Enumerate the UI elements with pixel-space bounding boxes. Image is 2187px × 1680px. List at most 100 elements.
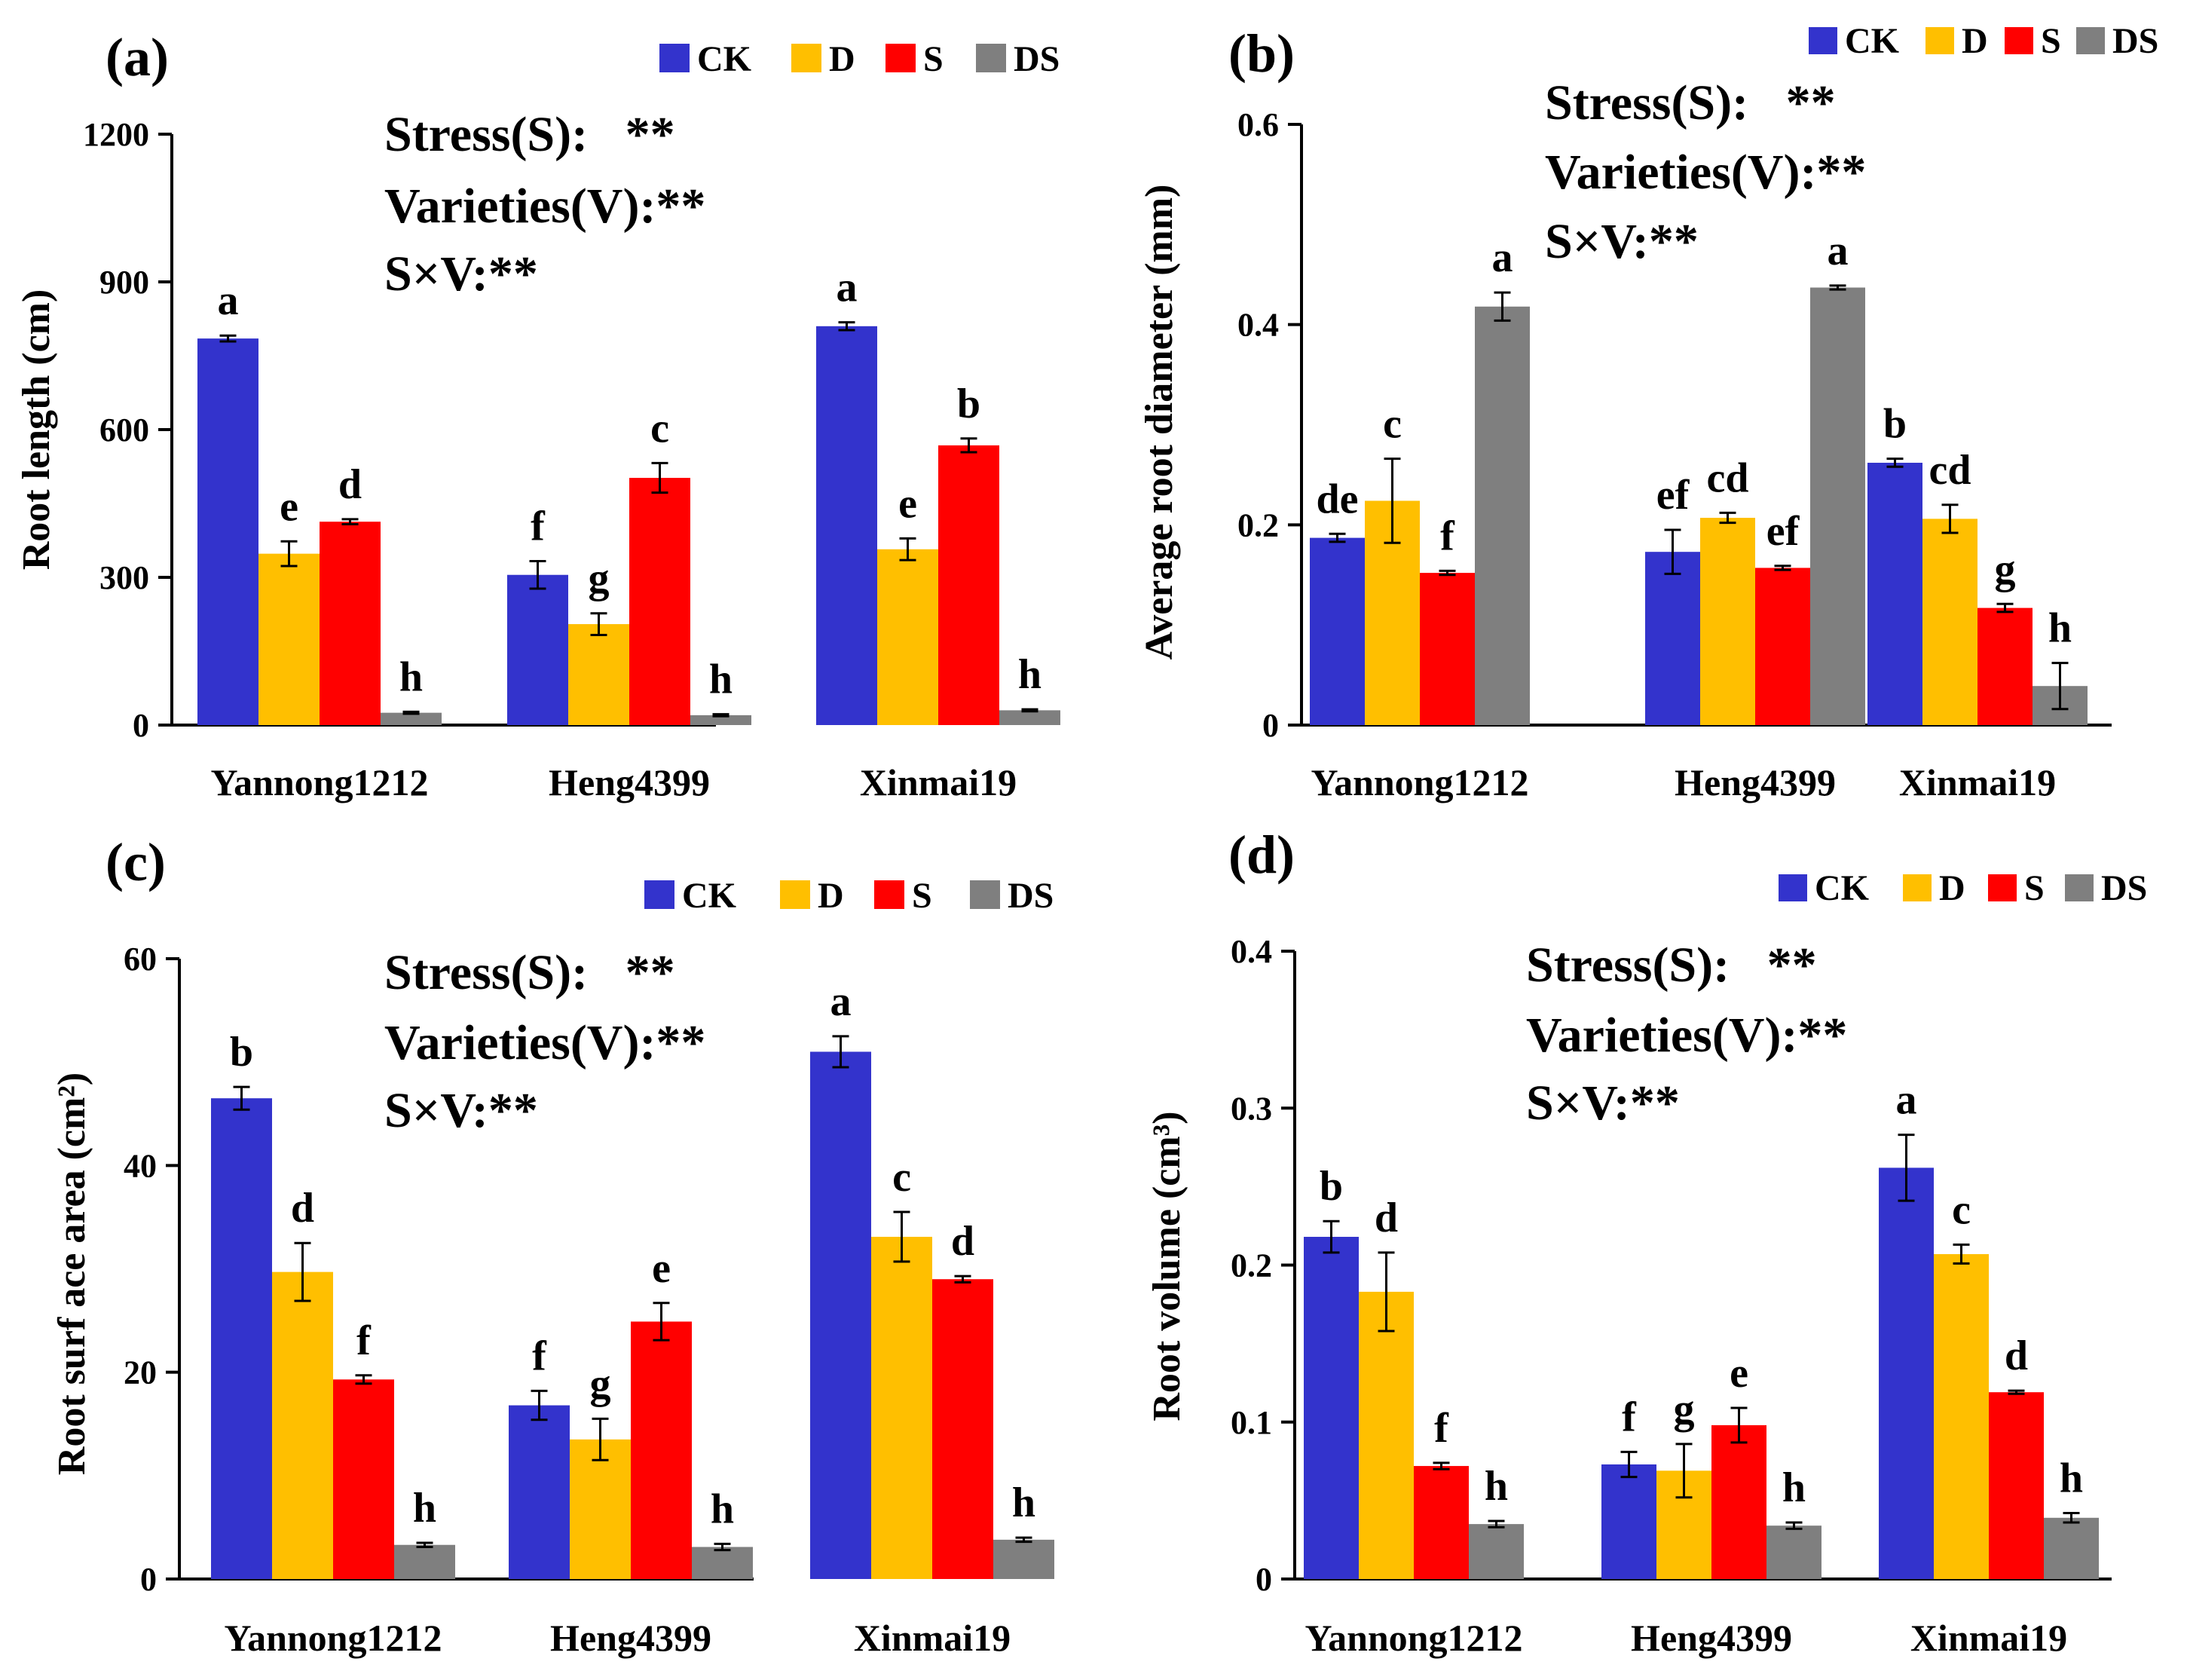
significance-letter: f <box>532 1333 547 1379</box>
bar-d-yannong1212 <box>258 553 320 725</box>
significance-letter: a <box>1492 234 1513 281</box>
legend-swatch-s <box>886 44 916 72</box>
y-tick-label: 0.4 <box>1231 933 1272 970</box>
significance-letter: f <box>1440 513 1455 559</box>
significance-letter: e <box>1730 1350 1748 1397</box>
stats-annotation: S×V:** <box>384 246 538 301</box>
significance-letter: b <box>230 1029 253 1076</box>
significance-letter: c <box>892 1154 911 1201</box>
stats-annotation: S×V:** <box>1545 214 1699 269</box>
bar-ck-xinmai19 <box>816 326 877 725</box>
significance-letter: ef <box>1656 472 1690 519</box>
significance-letter: f <box>1434 1405 1449 1452</box>
legend-label-d: D <box>829 39 855 79</box>
x-category-label: Heng4399 <box>1675 761 1836 803</box>
x-category-label: Xinmai19 <box>1899 761 2056 803</box>
y-tick-label: 1200 <box>83 116 149 153</box>
bar-ck-heng4399 <box>1645 552 1700 725</box>
x-category-label: Heng4399 <box>549 761 710 803</box>
legend-label-s: S <box>2024 868 2045 908</box>
x-category-label: Heng4399 <box>1631 1617 1792 1659</box>
y-tick-label: 0 <box>140 1561 157 1598</box>
legend-label-d: D <box>818 876 844 916</box>
significance-letter: f <box>1622 1394 1637 1440</box>
bar-ck-xinmai19 <box>810 1051 871 1579</box>
legend-label-ds: DS <box>1014 39 1060 79</box>
legend-label-ds: DS <box>2101 868 2147 908</box>
bar-s-yannong1212 <box>1420 573 1475 725</box>
chart-panel-2: (c) 0 20 40 60 Root surf ace area (cm²) b d f h Ya… <box>50 832 1054 1659</box>
bar-ck-yannong1212 <box>1304 1237 1359 1579</box>
bar-d-xinmai19 <box>1922 519 1977 725</box>
x-category-label: Yannong1212 <box>211 761 429 803</box>
stats-annotation: Varieties(V):** <box>384 1015 705 1070</box>
y-tick-label: 0.2 <box>1237 506 1279 543</box>
stats-annotation: Stress(S): ** <box>384 945 675 1000</box>
significance-letter: g <box>590 1360 611 1407</box>
significance-letter: e <box>280 483 298 530</box>
significance-letter: f <box>356 1317 372 1364</box>
stats-annotation: Stress(S): ** <box>1545 75 1836 130</box>
y-tick-label: 60 <box>124 941 157 978</box>
significance-letter: h <box>2048 605 2072 652</box>
bar-s-heng4399 <box>631 1321 692 1579</box>
significance-letter: b <box>1320 1163 1343 1210</box>
significance-letter: h <box>399 653 423 700</box>
bar-s-yannong1212 <box>320 522 381 725</box>
y-tick-label: 600 <box>99 412 149 448</box>
bar-ck-yannong1212 <box>1310 537 1365 725</box>
significance-letter: h <box>2060 1455 2083 1502</box>
bar-d-yannong1212 <box>1359 1291 1414 1579</box>
legend-label-s: S <box>923 39 944 79</box>
significance-letter: a <box>1828 228 1849 274</box>
significance-letter: f <box>531 503 546 549</box>
bar-ds-yannong1212 <box>1469 1524 1524 1579</box>
legend-swatch-ds <box>976 44 1006 72</box>
bar-d-xinmai19 <box>871 1236 932 1579</box>
bar-d-heng4399 <box>1700 518 1755 725</box>
x-category-label: Yannong1212 <box>1305 1617 1523 1659</box>
x-category-label: Heng4399 <box>550 1617 711 1659</box>
y-tick-label: 0 <box>133 707 149 744</box>
y-tick-label: 0.6 <box>1237 106 1279 143</box>
significance-letter: a <box>1896 1077 1917 1124</box>
significance-letter: d <box>338 461 362 508</box>
legend-swatch-ck <box>644 880 674 909</box>
chart-panel-1: (b) 0 0.2 0.4 0.6 Average root diameter (mm) d… <box>1138 21 2158 803</box>
bar-ck-xinmai19 <box>1879 1167 1934 1579</box>
significance-letter: g <box>589 555 610 602</box>
x-category-label: Yannong1212 <box>1311 761 1529 803</box>
y-tick-label: 40 <box>124 1147 157 1184</box>
significance-letter: ef <box>1766 508 1800 555</box>
bar-d-yannong1212 <box>272 1271 333 1579</box>
bar-ds-yannong1212 <box>381 712 442 725</box>
significance-letter: d <box>291 1185 314 1232</box>
stats-annotation: Stress(S): ** <box>1526 938 1817 993</box>
y-tick-label: 20 <box>124 1354 157 1391</box>
y-tick-label: 0 <box>1256 1561 1272 1598</box>
significance-letter: h <box>709 656 733 703</box>
significance-letter: h <box>1485 1463 1508 1510</box>
bar-d-xinmai19 <box>1934 1253 1989 1579</box>
bar-s-xinmai19 <box>938 445 999 725</box>
bar-d-xinmai19 <box>877 549 938 725</box>
y-tick-label: 0.2 <box>1231 1247 1272 1284</box>
significance-letter: de <box>1317 476 1359 522</box>
significance-letter: h <box>1018 651 1042 698</box>
legend-label-d: D <box>1939 868 1965 908</box>
bar-ds-heng4399 <box>692 1547 753 1579</box>
bar-ds-heng4399 <box>690 715 751 725</box>
significance-letter: c <box>650 405 669 451</box>
legend-swatch-s <box>874 880 904 909</box>
bar-ck-yannong1212 <box>211 1098 272 1579</box>
significance-letter: g <box>1674 1386 1695 1433</box>
bar-ds-heng4399 <box>1810 287 1865 726</box>
significance-letter: e <box>652 1245 671 1292</box>
legend-label-ds: DS <box>1008 876 1054 916</box>
significance-letter: d <box>2005 1333 2028 1379</box>
panel-label: (a) <box>106 27 169 87</box>
x-category-label: Xinmai19 <box>854 1617 1011 1659</box>
y-tick-label: 0 <box>1262 707 1279 744</box>
legend-swatch-d <box>1903 874 1932 901</box>
